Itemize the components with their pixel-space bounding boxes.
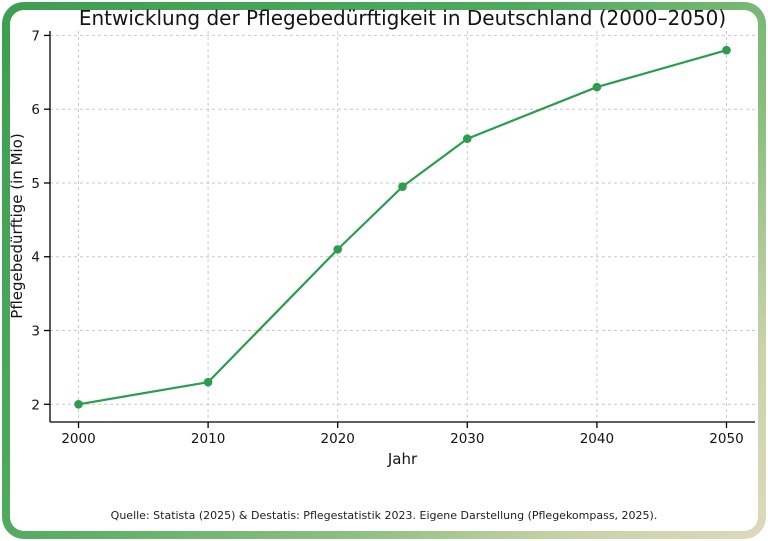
x-axis-label: Jahr (387, 450, 418, 468)
y-tick-label: 7 (31, 28, 40, 44)
y-tick-label: 3 (31, 324, 40, 340)
data-point (462, 134, 472, 144)
x-tick-label: 2050 (709, 431, 743, 447)
y-tick-label: 2 (31, 397, 40, 413)
x-tick-label: 2020 (321, 431, 355, 447)
x-tick-label: 2030 (450, 431, 484, 447)
data-point (398, 182, 407, 191)
data-point (592, 82, 602, 92)
x-tick-label: 2000 (61, 431, 95, 447)
data-line (77, 49, 728, 406)
data-point (333, 245, 343, 254)
line-chart-canvas: 2000 2010 2020 2030 2040 2050 2 3 4 5 6 7 (31, 28, 755, 447)
y-axis-label: Pflegebedürftige (in Mio) (8, 133, 26, 319)
y-tick-label: 4 (31, 250, 40, 266)
chart-title: Entwicklung der Pflegebedürftigkeit in D… (78, 6, 727, 30)
data-point (722, 45, 731, 55)
x-tick-label: 2040 (580, 431, 614, 447)
data-point (74, 399, 83, 409)
y-tick-label: 6 (31, 102, 40, 118)
chart-card: 2000 2010 2020 2030 2040 2050 2 3 4 5 6 7 Entwicklu… (8, 6, 758, 531)
y-tick-label: 5 (31, 176, 40, 192)
x-tick-label: 2010 (191, 431, 225, 447)
data-point (203, 377, 213, 387)
source-note: Quelle: Statista (2025) & Destatis: Pfle… (110, 509, 658, 522)
